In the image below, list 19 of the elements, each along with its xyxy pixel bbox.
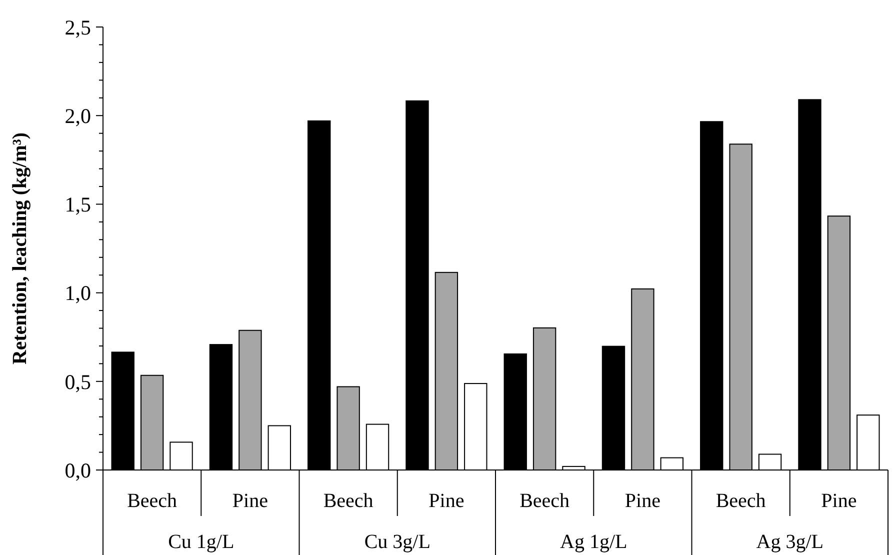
y-tick-label: 0,0 xyxy=(64,458,91,482)
x-tick-label: Beech xyxy=(127,490,178,512)
text: Cu 1g/L xyxy=(168,531,234,553)
x-tick-label: Beech xyxy=(716,490,766,512)
y-axis-title: Retention, leaching (kg/m³) xyxy=(9,132,31,365)
y-tick-label: 2,5 xyxy=(64,15,91,40)
x-tick-label: Pine xyxy=(428,490,464,512)
x-tick-label: Beech xyxy=(520,490,570,512)
x-tick-label: Pine xyxy=(624,490,661,512)
x-tick-label: Beech xyxy=(323,490,374,512)
x-tick-label: Pine xyxy=(821,490,857,512)
y-tick-label: 0,5 xyxy=(64,370,91,394)
text: Ag 3g/L xyxy=(756,531,824,553)
text: Ag 1g/L xyxy=(560,531,628,553)
x-tick-label: Pine xyxy=(232,490,268,512)
text: Cu 3g/L xyxy=(364,531,430,553)
y-tick-label: 1,0 xyxy=(64,281,91,306)
y-tick-label: 2,0 xyxy=(64,104,91,128)
y-tick-label: 1,5 xyxy=(64,192,91,217)
